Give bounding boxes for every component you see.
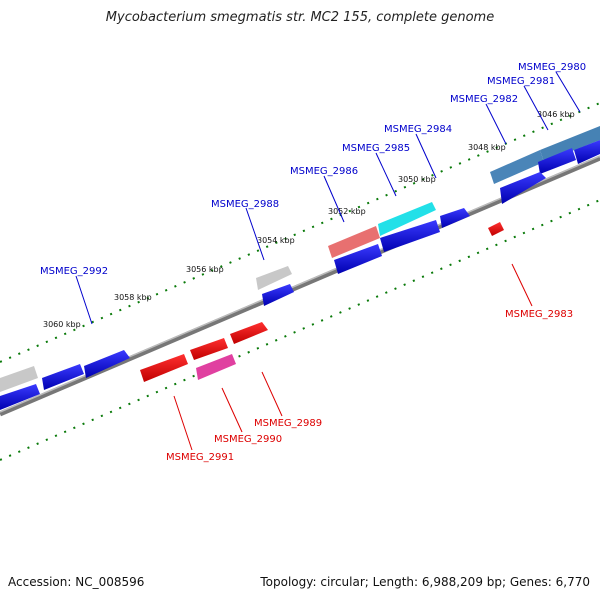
gene-msmeg-2990[interactable] — [190, 338, 228, 360]
label-msmeg-2982[interactable]: MSMEG_2982 — [450, 94, 518, 105]
gene-msmeg-2983[interactable] — [488, 222, 504, 236]
label-msmeg-2980[interactable]: MSMEG_2980 — [518, 62, 586, 73]
gene-msmeg-2980[interactable] — [540, 126, 600, 162]
gene-msmeg-2988b[interactable] — [262, 284, 294, 306]
reverse-genes — [140, 222, 504, 382]
gene-msmeg-2985[interactable] — [440, 208, 470, 228]
outer-tick-track — [0, 102, 600, 363]
kbp-label-3048: 3048 kbp — [468, 143, 506, 152]
gene-msmeg-2982[interactable] — [490, 150, 544, 184]
kbp-label-3054: 3054 kbp — [257, 236, 295, 245]
label-msmeg-2992[interactable]: MSMEG_2992 — [40, 266, 108, 277]
kbp-label-3046: 3046 kbp — [537, 110, 575, 119]
kbp-label-3052: 3052 kbp — [328, 207, 366, 216]
forward-leaders — [75, 71, 581, 325]
gene-msmeg-2985b[interactable] — [380, 220, 440, 252]
reverse-leaders — [173, 263, 533, 451]
label-msmeg-2991[interactable]: MSMEG_2991 — [166, 452, 234, 463]
topology-text: Topology: circular; Length: 6,988,209 bp… — [260, 575, 590, 589]
label-msmeg-2988[interactable]: MSMEG_2988 — [211, 199, 279, 210]
kbp-label-3058: 3058 kbp — [114, 293, 152, 302]
label-msmeg-2985[interactable]: MSMEG_2985 — [342, 143, 410, 154]
gene-msmeg-2994[interactable] — [0, 366, 38, 392]
kbp-label-3060: 3060 kbp — [43, 320, 81, 329]
label-msmeg-2990[interactable]: MSMEG_2990 — [214, 434, 282, 445]
gene-msmeg-2988[interactable] — [256, 266, 292, 290]
gene-msmeg-2991[interactable] — [140, 354, 188, 382]
forward-genes — [0, 126, 600, 410]
gene-msmeg-2981[interactable] — [574, 140, 600, 164]
accession-text: Accession: NC_008596 — [8, 575, 145, 589]
label-msmeg-2983[interactable]: MSMEG_2983 — [505, 309, 573, 320]
gene-msmeg-2984[interactable] — [378, 202, 436, 236]
gene-msmeg-2992[interactable] — [84, 350, 130, 378]
gene-msmeg-2981b[interactable] — [538, 148, 576, 174]
gene-msmeg-2986[interactable] — [328, 226, 380, 258]
label-msmeg-2986[interactable]: MSMEG_2986 — [290, 166, 358, 177]
kbp-label-3050: 3050 kbp — [398, 175, 436, 184]
gene-msmeg-2995[interactable] — [0, 384, 40, 410]
gene-msmeg-2982b[interactable] — [500, 172, 546, 204]
gene-msmeg-2993[interactable] — [42, 364, 84, 390]
gene-msmeg-2987[interactable] — [334, 244, 382, 274]
map-title: Mycobacterium smegmatis str. MC2 155, co… — [105, 10, 495, 25]
label-msmeg-2984[interactable]: MSMEG_2984 — [384, 124, 452, 135]
label-msmeg-2989[interactable]: MSMEG_2989 — [254, 418, 322, 429]
gene-msmeg-2990b[interactable] — [196, 354, 236, 380]
label-msmeg-2981[interactable]: MSMEG_2981 — [487, 76, 555, 87]
kbp-label-3056: 3056 kbp — [186, 265, 224, 274]
gene-msmeg-2989[interactable] — [230, 322, 268, 344]
